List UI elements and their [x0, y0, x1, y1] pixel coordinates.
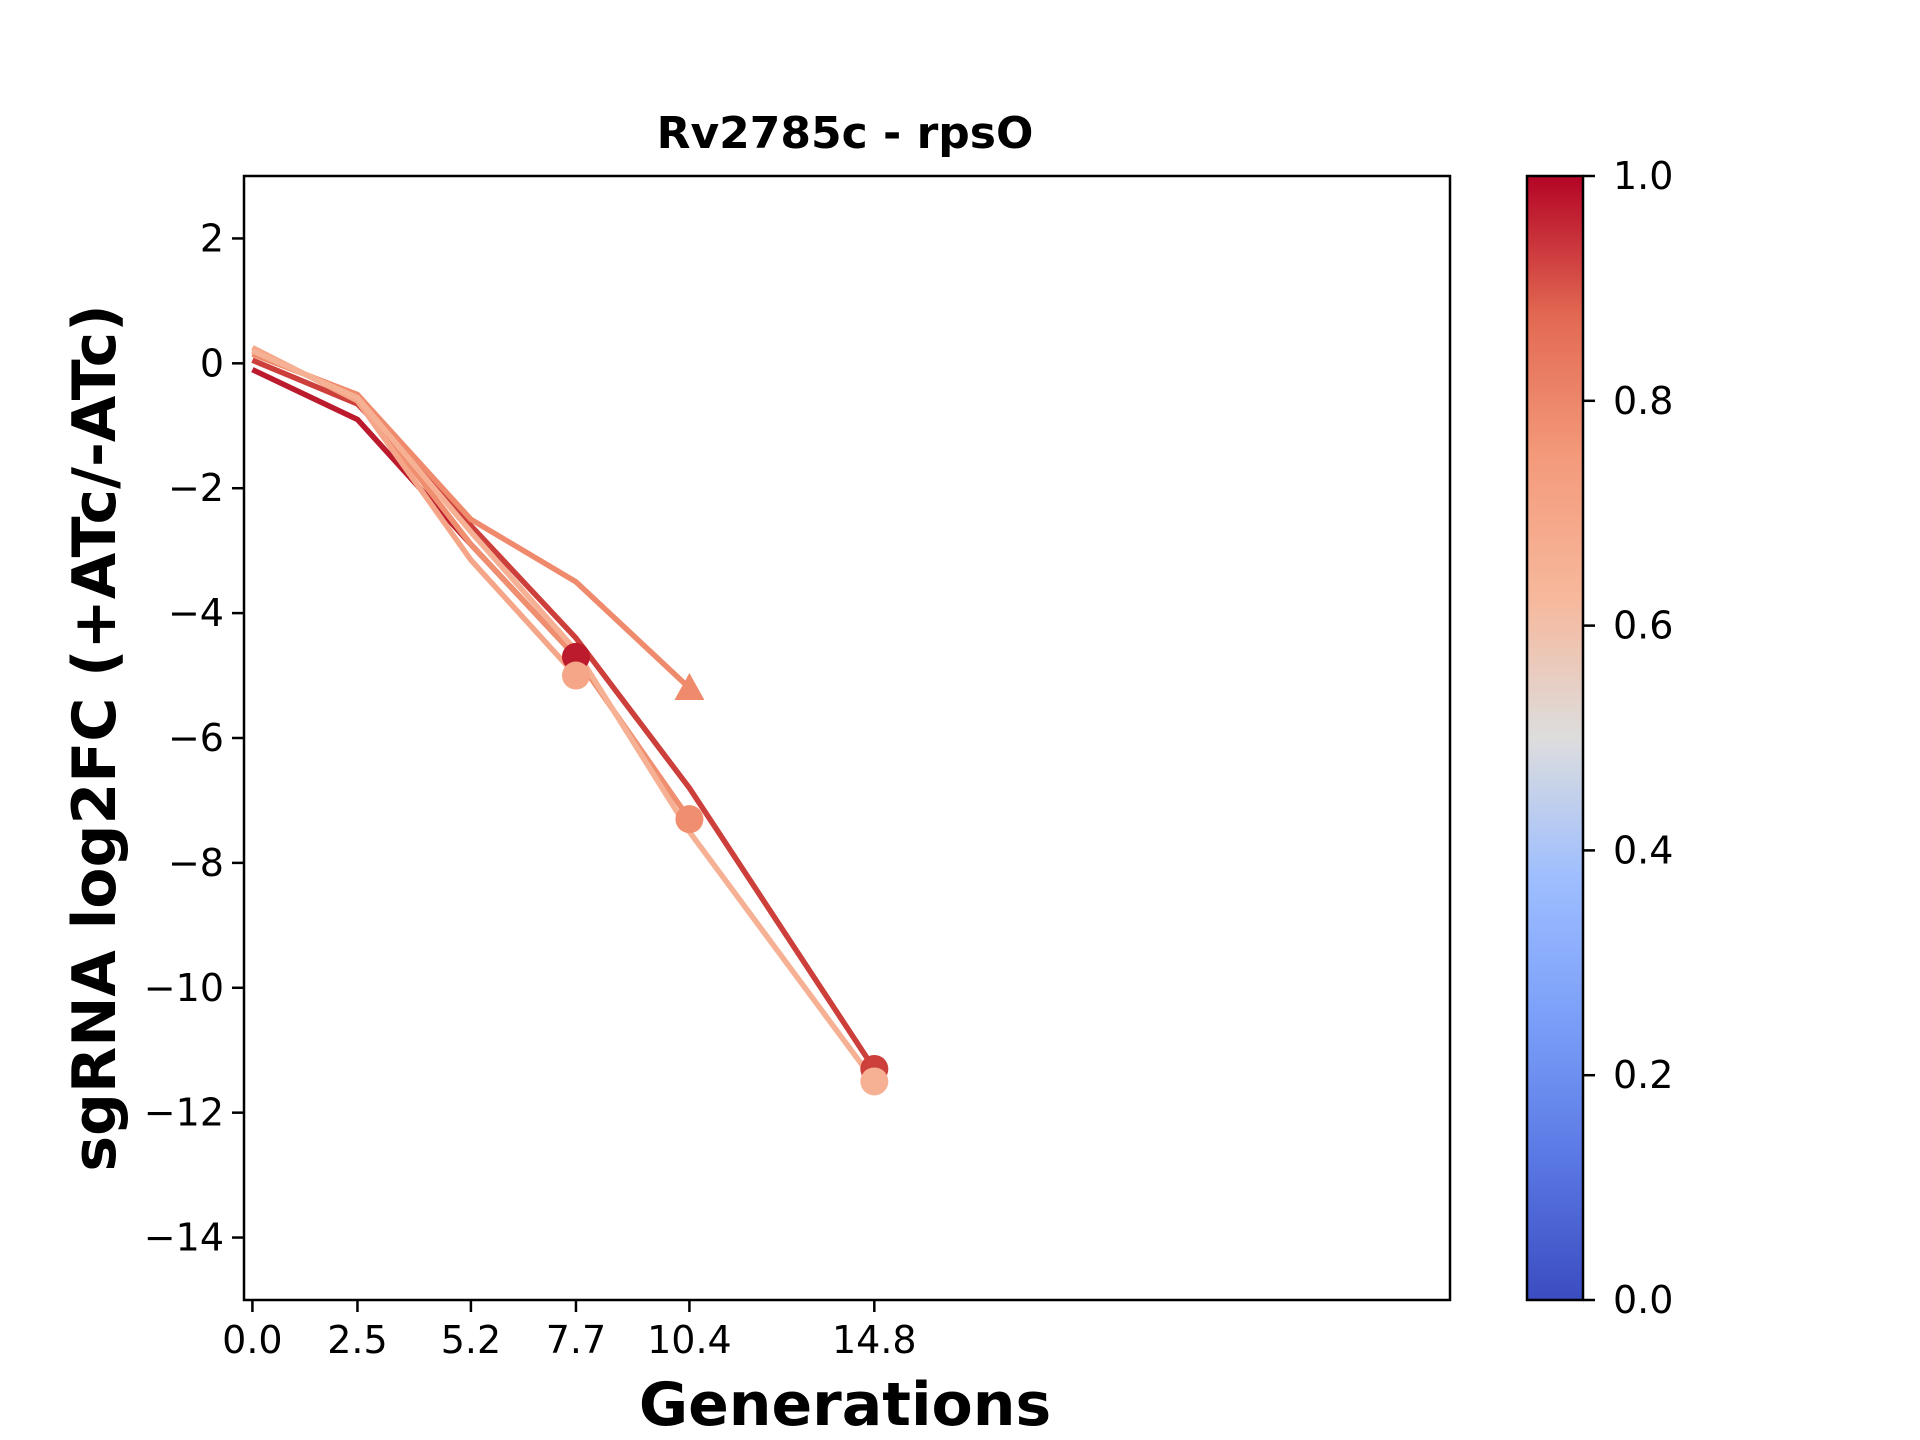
series-end-marker-2	[674, 673, 705, 701]
x-axis: 0.0 2.5 5.2 7.7 10.4 14.8	[222, 1300, 917, 1362]
series-line-4	[251, 345, 579, 678]
x-axis-title: Generations	[639, 1370, 1051, 1440]
colorbar-tick-label: 0.4	[1613, 828, 1673, 872]
colorbar-axis: 0.0 0.2 0.4 0.6 0.8 1.0	[1583, 154, 1673, 1322]
series-line-3	[251, 348, 692, 821]
x-tick-label: 2.5	[327, 1318, 387, 1362]
series-line-5	[251, 348, 877, 1084]
y-tick-label: −8	[168, 841, 224, 885]
x-tick-label: 0.0	[222, 1318, 282, 1362]
plot-frame	[242, 174, 1452, 1302]
plot-area	[251, 345, 889, 1096]
colorbar-tick-label: 1.0	[1613, 154, 1673, 198]
x-tick-label: 7.7	[546, 1318, 606, 1362]
x-tick-label: 14.8	[832, 1318, 917, 1362]
y-tick-label: −12	[144, 1091, 224, 1135]
y-axis: 2 0 −2 −4 −6 −8 −10 −12 −14	[144, 216, 244, 1260]
series-line-0	[251, 367, 579, 659]
series-end-marker-4	[561, 661, 590, 690]
colorbar-tick-label: 0.2	[1613, 1053, 1673, 1097]
series-line-2	[251, 351, 692, 691]
y-tick-label: 2	[200, 216, 224, 260]
y-tick-label: −14	[144, 1216, 224, 1260]
y-tick-label: −10	[144, 966, 224, 1010]
colorbar	[1525, 174, 1585, 1302]
y-axis-title: sgRNA log2FC (+ATc/-ATc)	[60, 304, 130, 1171]
series-end-marker-5	[860, 1067, 889, 1096]
series-line-1	[251, 357, 877, 1071]
y-tick-label: −2	[168, 466, 224, 510]
colorbar-tick-label: 0.8	[1613, 379, 1673, 423]
y-tick-label: −6	[168, 716, 224, 760]
chart-title: Rv2785c - rpsO	[657, 108, 1034, 159]
colorbar-tick-label: 0.6	[1613, 604, 1673, 648]
colorbar-tick-label: 0.0	[1613, 1278, 1673, 1322]
x-tick-label: 10.4	[647, 1318, 732, 1362]
series-end-marker-3	[675, 805, 704, 834]
y-tick-label: 0	[200, 341, 224, 385]
y-tick-label: −4	[168, 591, 224, 635]
x-tick-label: 5.2	[441, 1318, 501, 1362]
